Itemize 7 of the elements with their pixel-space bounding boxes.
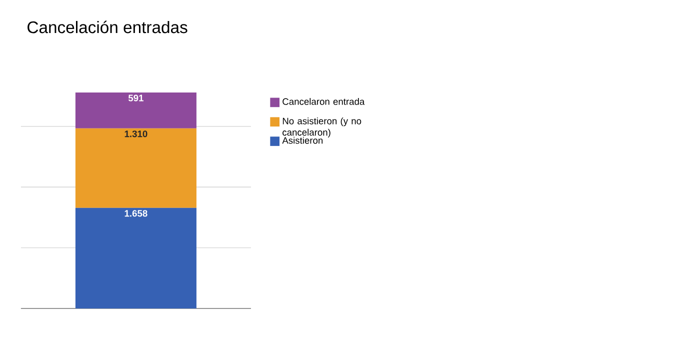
data-label: 1.310 (124, 130, 148, 138)
legend-label: Asistieron (282, 136, 323, 144)
data-label: 591 (128, 94, 144, 102)
legend-label: Cancelaron entrada (282, 98, 365, 105)
chart-title: Cancelación entradas (28, 20, 188, 34)
data-label: 1.658 (124, 210, 148, 217)
legend-label: No asistieron (y no cancelaron) (282, 117, 362, 138)
